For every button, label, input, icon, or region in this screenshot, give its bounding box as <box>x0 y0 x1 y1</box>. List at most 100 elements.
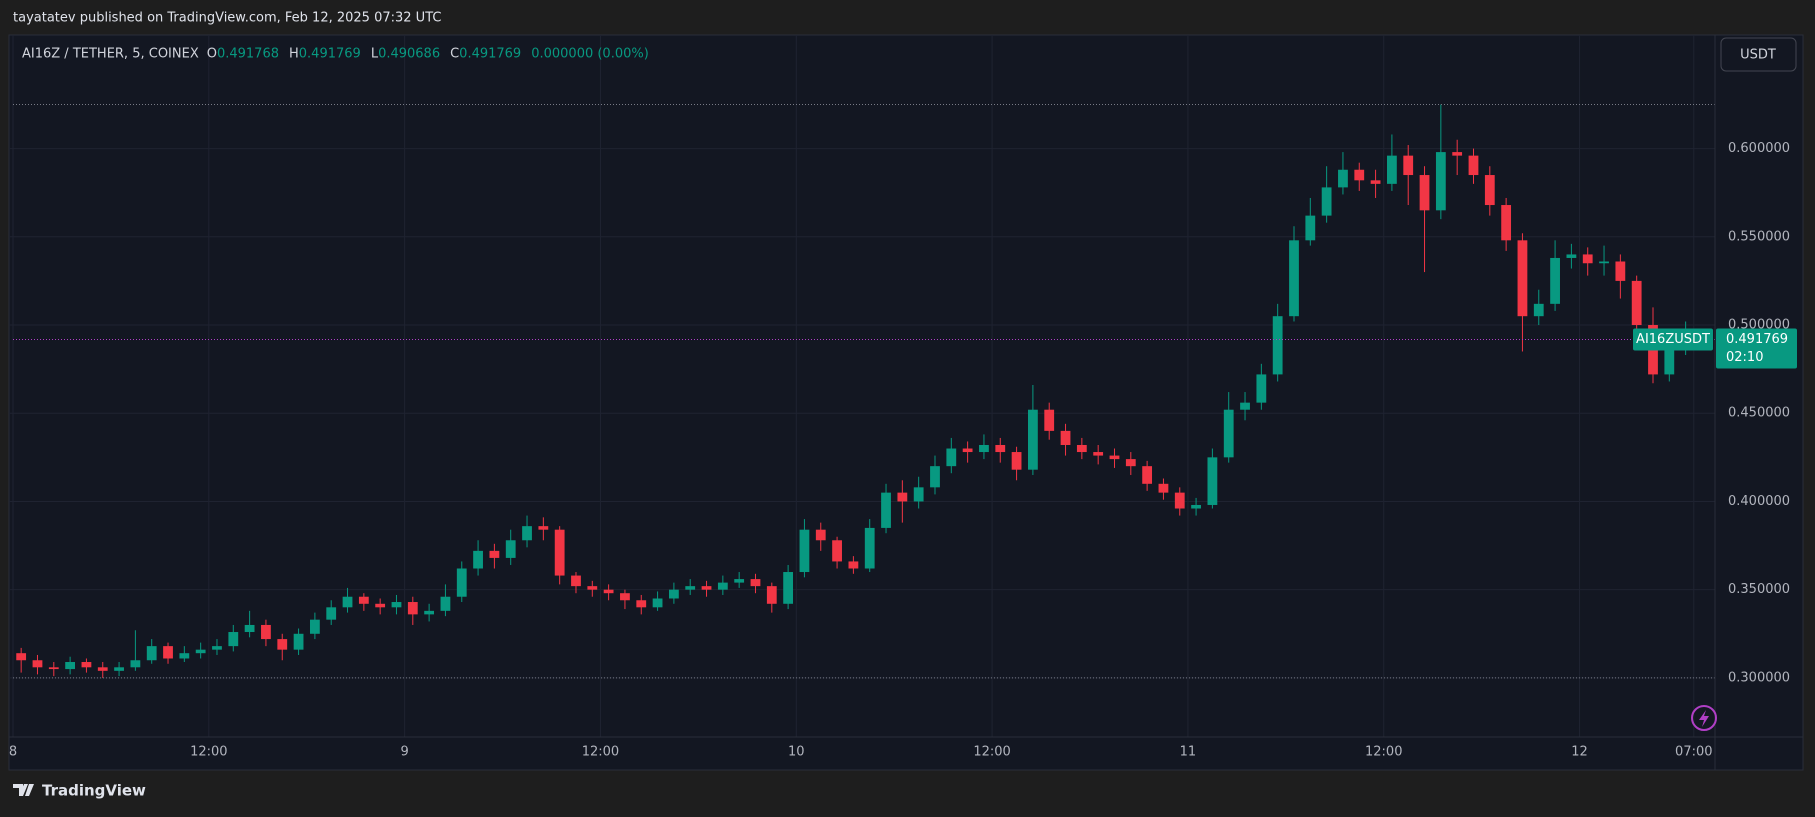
candle-body <box>1240 402 1250 410</box>
candle-body <box>505 540 516 558</box>
candle-body <box>358 596 369 604</box>
y-tick-label: 0.500000 <box>1728 318 1790 333</box>
y-tick-label: 0.550000 <box>1728 229 1790 244</box>
legend-row: AI16Z / TETHER, 5, COINEX <box>22 47 199 62</box>
y-tick-label: 0.450000 <box>1728 406 1790 421</box>
legend-value: 0.491768 <box>217 47 279 62</box>
candle-body <box>424 610 435 615</box>
legend-key: L <box>371 47 379 62</box>
candle-body <box>734 579 745 583</box>
price-badge-countdown: 02:10 <box>1726 350 1763 365</box>
candle-body <box>326 607 337 620</box>
candle-body <box>1305 215 1316 241</box>
candle-body <box>1174 492 1185 509</box>
candle-body <box>1093 452 1104 456</box>
candle-body <box>897 492 908 502</box>
candle-body <box>783 572 794 604</box>
candle-body <box>538 526 549 530</box>
legend-value: 0.491769 <box>299 47 361 62</box>
grid <box>9 35 1715 737</box>
candle-body <box>815 529 826 541</box>
candle-body <box>1321 187 1332 216</box>
legend-key: O <box>207 47 217 62</box>
candle-body <box>179 653 190 659</box>
footer-brand: TradingView <box>42 782 146 800</box>
symbol-title: AI16Z / TETHER, 5, COINEX <box>22 47 199 62</box>
chart-panel <box>8 34 1804 771</box>
y-tick-label: 0.300000 <box>1728 670 1790 685</box>
candle-body <box>1109 455 1120 460</box>
legend-key: H <box>289 47 299 62</box>
currency-label[interactable]: USDT <box>1740 48 1776 63</box>
candle-body <box>1517 240 1528 317</box>
candle-body <box>375 603 386 608</box>
candle-body <box>407 602 418 615</box>
candle-body <box>309 619 320 634</box>
x-tick-label: 11 <box>1180 745 1197 760</box>
candle-body <box>1289 240 1299 317</box>
candle-body <box>1615 261 1626 281</box>
candle-body <box>881 492 891 528</box>
symbol-badge <box>1633 328 1713 351</box>
x-tick-label: 10 <box>788 745 805 760</box>
price-badge-value: 0.491769 <box>1726 332 1788 347</box>
candle-body <box>32 660 43 668</box>
candle-body <box>995 444 1006 453</box>
x-tick-label: 9 <box>400 745 408 760</box>
candle-body <box>750 579 761 587</box>
candle-body <box>342 596 353 608</box>
candle-body <box>440 596 451 611</box>
candle-body <box>1272 316 1283 375</box>
candle-body <box>473 550 483 569</box>
candle-body <box>1599 261 1609 264</box>
y-tick-label: 0.400000 <box>1728 494 1790 509</box>
legend-change: 0.000000 (0.00%) <box>531 47 649 62</box>
candle-body <box>489 550 500 558</box>
x-tick-label: 12 <box>1571 745 1588 760</box>
candle-body <box>668 589 679 599</box>
candle-body <box>1060 430 1071 445</box>
candle-body <box>1582 254 1593 264</box>
candle-body <box>244 624 255 633</box>
candle-body <box>130 660 141 668</box>
candle-body <box>1501 205 1512 241</box>
candle-body <box>1011 452 1022 470</box>
candle-body <box>1419 175 1430 211</box>
candle-body <box>1370 180 1381 184</box>
candle-body <box>1338 169 1348 188</box>
candle-body <box>97 667 108 671</box>
lightning-icon <box>1691 705 1717 731</box>
candle-body <box>1158 483 1169 493</box>
candle-body <box>1142 466 1153 484</box>
candle-body <box>571 575 581 587</box>
candle-body <box>293 633 304 650</box>
candle-body <box>16 653 27 661</box>
candle-body <box>1550 257 1560 304</box>
candle-body <box>766 586 777 604</box>
candle-body <box>946 448 957 467</box>
overlay: AI16ZUSDT 0.491769 02:10 <box>13 103 1797 679</box>
candle-body <box>685 586 696 590</box>
candle-body <box>48 667 59 670</box>
candle-body <box>1044 409 1055 431</box>
candle-body <box>65 662 76 670</box>
candle-body <box>228 632 239 647</box>
y-tick-label: 0.350000 <box>1728 582 1790 597</box>
candle-body <box>848 561 859 569</box>
candle-body <box>930 466 940 488</box>
candle-body <box>1664 346 1675 375</box>
publisher-line: tayatatev published on TradingView.com, … <box>13 11 441 26</box>
candle-body <box>146 646 157 661</box>
candle-body <box>1125 459 1136 467</box>
candle-body <box>603 589 614 594</box>
currency-button[interactable] <box>1720 37 1797 72</box>
candle-body <box>522 526 532 541</box>
candle-body <box>1191 504 1201 509</box>
candle-body <box>652 598 663 608</box>
candle-body <box>587 586 598 590</box>
candle-body <box>620 593 630 601</box>
candle-body <box>1027 409 1038 470</box>
candle-body <box>81 662 92 668</box>
candle-body <box>636 600 647 608</box>
